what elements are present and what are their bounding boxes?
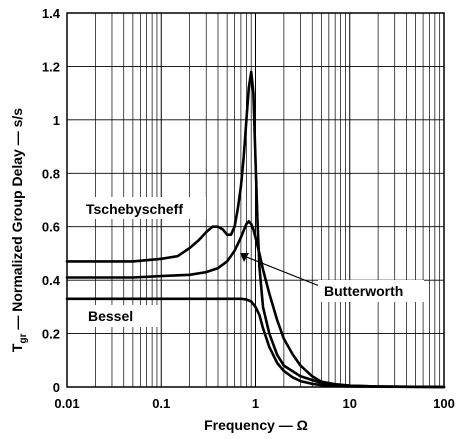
series-line-tschebyscheff	[65, 70, 446, 389]
x-tick-label: 0.01	[54, 396, 79, 411]
annotation-butterworth-arrowhead	[240, 253, 249, 262]
series-line-bessel	[65, 297, 446, 389]
x-tick-labels: 0.01 0.1 1 10 100	[54, 396, 455, 411]
annotation-bessel: Bessel	[82, 305, 160, 327]
series-line-butterworth	[65, 220, 446, 389]
annotation-butterworth-leader	[243, 255, 323, 288]
y-axis-title-main: T	[9, 343, 25, 352]
annotation-butterworth-bg	[318, 280, 424, 302]
annotation-tschebyscheff-bg	[80, 197, 206, 219]
y-axis-title: Tgr — Normalized Group Delay — s/s	[9, 108, 29, 352]
chart-curves	[65, 70, 446, 389]
y-axis-title-rest: — Normalized Group Delay — s/s	[9, 108, 25, 334]
y-tick-label: 1.4	[42, 6, 61, 21]
annotation-butterworth: Butterworth	[240, 253, 424, 302]
y-tick-label: 1.2	[42, 59, 60, 74]
annotation-tschebyscheff: Tschebyscheff	[80, 197, 206, 219]
x-tick-label: 1	[252, 396, 259, 411]
y-tick-label: 0.2	[42, 327, 60, 342]
y-tick-label: 0.8	[42, 166, 60, 181]
x-tick-label: 100	[433, 396, 455, 411]
annotation-bessel-label: Bessel	[88, 308, 133, 324]
y-axis-title-sub: gr	[18, 333, 29, 343]
y-tick-label: 0.4	[42, 273, 61, 288]
annotation-bessel-bg	[82, 305, 160, 327]
y-tick-label: 0.6	[42, 220, 60, 235]
y-tick-label: 0	[53, 380, 60, 395]
annotation-butterworth-label: Butterworth	[324, 283, 403, 299]
x-tick-label: 0.1	[152, 396, 170, 411]
y-tick-labels: 0 0.2 0.4 0.6 0.8 1 1.2 1.4	[42, 6, 61, 395]
annotation-tschebyscheff-label: Tschebyscheff	[86, 201, 183, 217]
x-tick-label: 10	[343, 396, 357, 411]
y-tick-label: 1	[53, 113, 60, 128]
plot-frame	[66, 12, 445, 388]
x-axis-title: Frequency — Ω	[204, 417, 308, 433]
